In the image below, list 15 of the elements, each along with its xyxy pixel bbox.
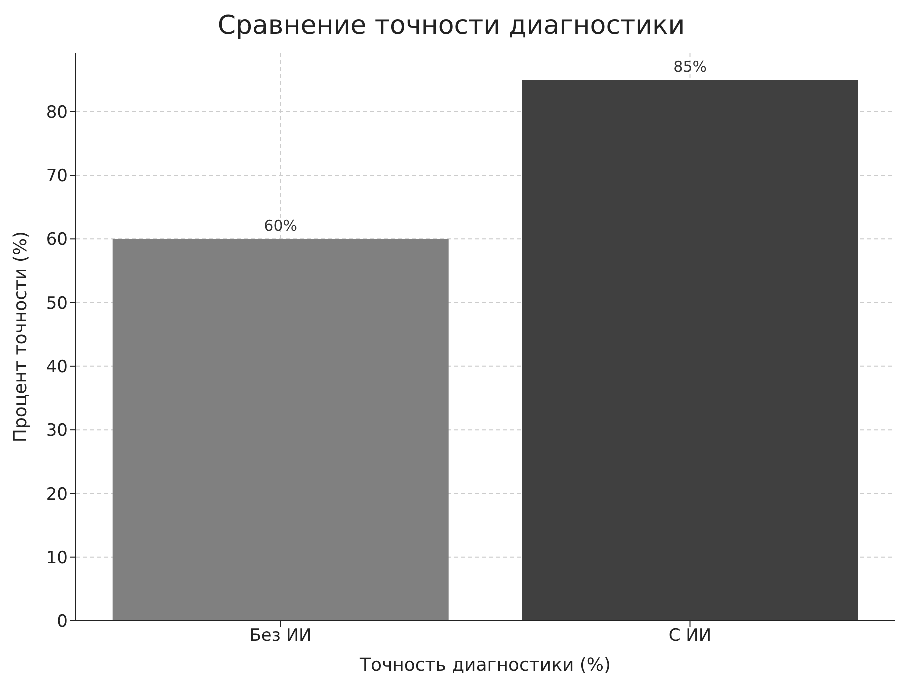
chart-title: Сравнение точности диагностики [216, 10, 686, 43]
y-tick-label: 30 [46, 421, 68, 442]
y-axis-title: Процент точности (%) [10, 231, 32, 443]
data-label: 85% [674, 58, 708, 76]
y-tick-label: 60 [46, 230, 68, 250]
y-tick-label: 10 [46, 548, 68, 568]
y-tick-label: 80 [46, 102, 68, 123]
x-tick-label: Без ИИ [250, 626, 312, 646]
y-tick-label: 70 [46, 166, 68, 187]
y-tick-label: 40 [46, 357, 68, 378]
y-tick-label: 0 [57, 612, 68, 632]
data-label: 60% [264, 217, 298, 236]
y-tick-label: 50 [46, 294, 68, 314]
y-tick-label: 20 [46, 484, 68, 505]
x-tick-label: С ИИ [668, 626, 712, 646]
